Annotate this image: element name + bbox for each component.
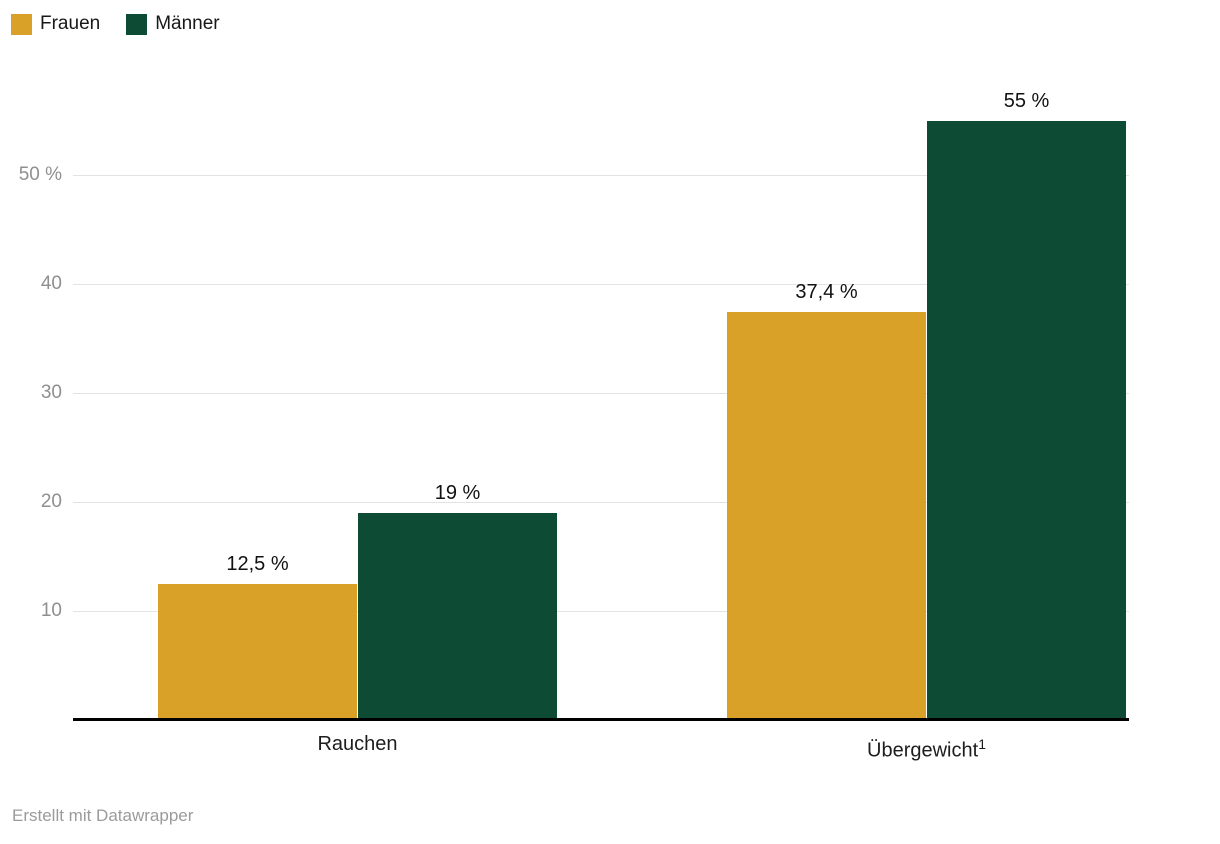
- bar-frauen-rauchen[interactable]: [158, 583, 357, 720]
- value-label: 55 %: [1003, 89, 1050, 112]
- gridline: [73, 283, 1129, 285]
- bar-maenner-uebergewicht[interactable]: [927, 120, 1126, 720]
- x-axis-line: [73, 718, 1129, 721]
- value-label: 12,5 %: [226, 552, 289, 575]
- legend-swatch-maenner: [126, 13, 148, 35]
- y-tick-label: 10: [40, 600, 62, 621]
- category-label-text: Übergewicht: [867, 739, 979, 762]
- legend-swatch-frauen: [11, 13, 32, 35]
- category-label-text: Rauchen: [317, 733, 398, 755]
- y-tick-label: 20: [40, 491, 62, 512]
- category-label-uebergewicht: Übergewicht1: [727, 732, 1126, 763]
- category-footnote-marker: 1: [978, 736, 986, 752]
- gridline: [73, 501, 1129, 503]
- legend-item-maenner: Männer: [126, 13, 220, 35]
- gridline: [73, 610, 1129, 612]
- gridline: [73, 174, 1129, 176]
- bar-frauen-uebergewicht[interactable]: [727, 312, 926, 720]
- legend-label-maenner: Männer: [155, 13, 220, 34]
- value-label: 37,4 %: [795, 281, 858, 304]
- gridline: [73, 392, 1129, 394]
- chart-legend: Frauen Männer: [11, 13, 246, 35]
- value-label: 19 %: [434, 481, 481, 504]
- y-tick-label: 50 %: [18, 164, 62, 185]
- legend-item-frauen: Frauen: [11, 13, 100, 35]
- datawrapper-attribution: Erstellt mit Datawrapper: [12, 806, 194, 825]
- bar-maenner-rauchen[interactable]: [358, 512, 557, 720]
- y-tick-label: 40: [40, 273, 62, 294]
- category-label-rauchen: Rauchen: [158, 732, 557, 756]
- y-tick-label: 30: [40, 382, 62, 403]
- legend-label-frauen: Frauen: [40, 13, 101, 34]
